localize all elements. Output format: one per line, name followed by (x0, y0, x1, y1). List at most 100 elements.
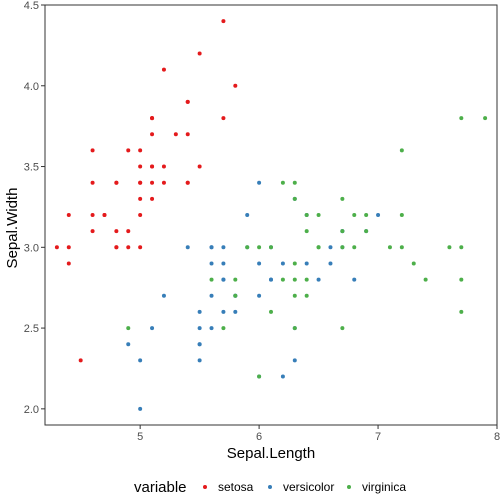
data-point-setosa (138, 164, 143, 169)
data-point-setosa (114, 245, 119, 250)
y-axis: 2.0 2.5 3.0 3.5 4.0 4.5 (24, 0, 45, 416)
data-point-setosa (78, 358, 83, 363)
data-point-virginica (257, 374, 262, 379)
data-point-setosa (150, 196, 155, 201)
data-point-versicolor (269, 277, 273, 282)
legend-key-virginica (347, 485, 351, 489)
data-point-setosa (150, 132, 155, 137)
data-point-virginica (387, 245, 392, 250)
data-point-versicolor (197, 358, 202, 363)
data-point-setosa (161, 67, 166, 72)
data-point-versicolor (304, 261, 309, 266)
data-point-virginica (292, 180, 297, 185)
legend-title: variable (134, 479, 187, 496)
data-point-virginica (399, 213, 404, 217)
data-point-versicolor (138, 406, 143, 411)
legend-label-virginica: virginica (362, 480, 406, 494)
data-point-versicolor (221, 261, 226, 266)
y-tick-label: 4.0 (24, 81, 39, 93)
x-tick-label: 7 (375, 431, 381, 443)
data-point-setosa (102, 213, 107, 217)
data-point-virginica (459, 309, 464, 314)
data-point-versicolor (292, 358, 297, 363)
data-point-versicolor (221, 245, 226, 250)
data-point-setosa (161, 180, 166, 185)
data-point-setosa (138, 196, 143, 201)
series-setosa (54, 19, 238, 363)
data-point-virginica (269, 245, 273, 250)
data-point-virginica (399, 245, 404, 250)
data-point-virginica (304, 277, 309, 282)
data-point-versicolor (197, 309, 202, 314)
data-point-versicolor (233, 309, 238, 314)
data-point-setosa (150, 180, 155, 185)
data-point-setosa (150, 164, 155, 169)
data-point-setosa (221, 19, 226, 24)
data-point-setosa (90, 148, 95, 153)
data-points (54, 19, 488, 411)
data-point-versicolor (221, 309, 226, 314)
data-point-virginica (280, 277, 285, 282)
data-point-virginica (126, 326, 131, 331)
data-point-virginica (459, 277, 464, 282)
data-point-setosa (66, 213, 71, 217)
y-tick-label: 3.5 (24, 162, 39, 174)
y-tick-label: 3.0 (24, 242, 39, 254)
data-point-setosa (197, 164, 202, 169)
data-point-virginica (280, 180, 285, 185)
data-point-virginica (352, 245, 357, 250)
data-point-setosa (138, 148, 143, 153)
data-point-versicolor (150, 326, 155, 331)
data-point-virginica (352, 213, 357, 217)
data-point-setosa (138, 180, 143, 185)
series-virginica (126, 116, 488, 379)
data-point-setosa (197, 51, 202, 56)
plot-panel (44, 4, 498, 426)
data-point-versicolor (197, 326, 202, 331)
data-point-virginica (423, 277, 428, 282)
data-point-setosa (221, 116, 226, 121)
x-tick-label: 5 (137, 431, 143, 443)
data-point-setosa (90, 180, 95, 185)
data-point-setosa (185, 132, 190, 137)
y-axis-title: Sepal.Width (4, 188, 21, 269)
data-point-versicolor (257, 261, 262, 266)
data-point-virginica (316, 213, 321, 217)
data-point-versicolor (209, 261, 214, 266)
data-point-virginica (304, 213, 309, 217)
data-point-virginica (364, 213, 369, 217)
data-point-virginica (292, 277, 297, 282)
data-point-versicolor (221, 277, 226, 282)
data-point-virginica (340, 245, 345, 250)
data-point-versicolor (280, 374, 285, 379)
x-tick-label: 6 (256, 431, 262, 443)
data-point-virginica (411, 261, 416, 266)
data-point-versicolor (376, 213, 381, 217)
data-point-versicolor (257, 293, 262, 298)
data-point-virginica (399, 148, 404, 153)
data-point-virginica (316, 245, 321, 250)
data-point-setosa (126, 245, 131, 250)
data-point-versicolor (138, 358, 143, 363)
data-point-setosa (66, 245, 71, 250)
data-point-versicolor (209, 326, 214, 331)
data-point-setosa (173, 132, 178, 137)
x-axis: 5 6 7 8 (137, 425, 500, 443)
data-point-versicolor (209, 293, 214, 298)
data-point-virginica (483, 116, 488, 121)
legend: variable setosa versicolor virginica (134, 479, 406, 496)
data-point-setosa (161, 164, 166, 169)
data-point-versicolor (161, 293, 166, 298)
data-point-virginica (364, 229, 369, 234)
data-point-versicolor (328, 261, 333, 266)
data-point-virginica (269, 309, 273, 314)
y-tick-label: 2.0 (24, 404, 39, 416)
data-point-setosa (90, 229, 95, 234)
data-point-virginica (221, 326, 226, 331)
data-point-virginica (257, 245, 262, 250)
legend-label-versicolor: versicolor (283, 480, 334, 494)
y-tick-label: 2.5 (24, 323, 39, 335)
legend-label-setosa: setosa (218, 480, 254, 494)
data-point-versicolor (328, 245, 333, 250)
